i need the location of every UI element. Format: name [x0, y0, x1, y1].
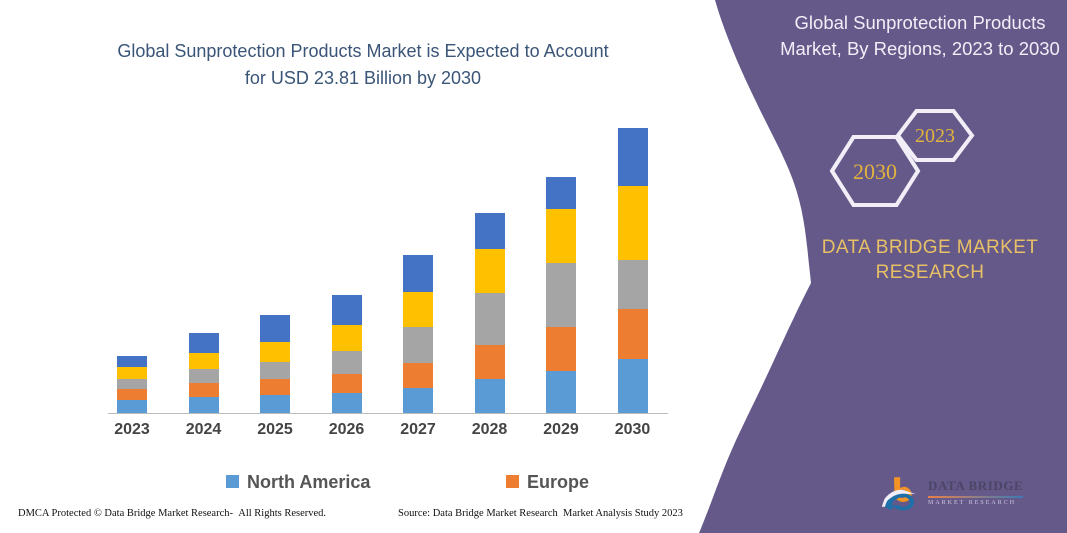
svg-text:2023: 2023: [915, 125, 955, 147]
svg-text:2030: 2030: [853, 159, 897, 184]
